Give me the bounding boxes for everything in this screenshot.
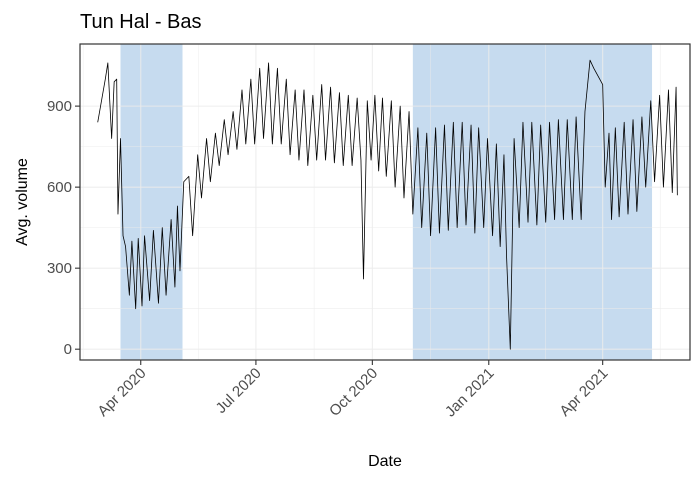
panel-border <box>79 43 691 361</box>
shaded-period-2 <box>412 44 653 360</box>
x-tick-label: Apr 2021 <box>556 365 611 420</box>
series-line <box>97 59 678 350</box>
y-tick-label: 300 <box>47 260 72 277</box>
y-axis: 0 300 600 900 <box>47 98 80 358</box>
x-tick-label: Oct 2020 <box>326 365 381 420</box>
plot-panel <box>79 43 691 361</box>
y-axis-title: Avg. volume <box>14 158 31 246</box>
chart-title: Tun Hal - Bas <box>80 11 202 33</box>
y-tick-label: 0 <box>64 341 72 358</box>
x-tick-label: Jul 2020 <box>213 365 265 417</box>
x-axis-title: Date <box>368 453 402 470</box>
gridlines <box>80 44 690 360</box>
y-tick-label: 600 <box>47 179 72 196</box>
shaded-period-1 <box>120 44 183 360</box>
x-axis: Apr 2020 Jul 2020 Oct 2020 Jan 2021 Apr 2021 <box>94 360 612 421</box>
x-tick-label: Apr 2020 <box>94 365 149 420</box>
x-tick-label: Jan 2021 <box>442 365 498 421</box>
y-tick-label: 900 <box>47 98 72 115</box>
